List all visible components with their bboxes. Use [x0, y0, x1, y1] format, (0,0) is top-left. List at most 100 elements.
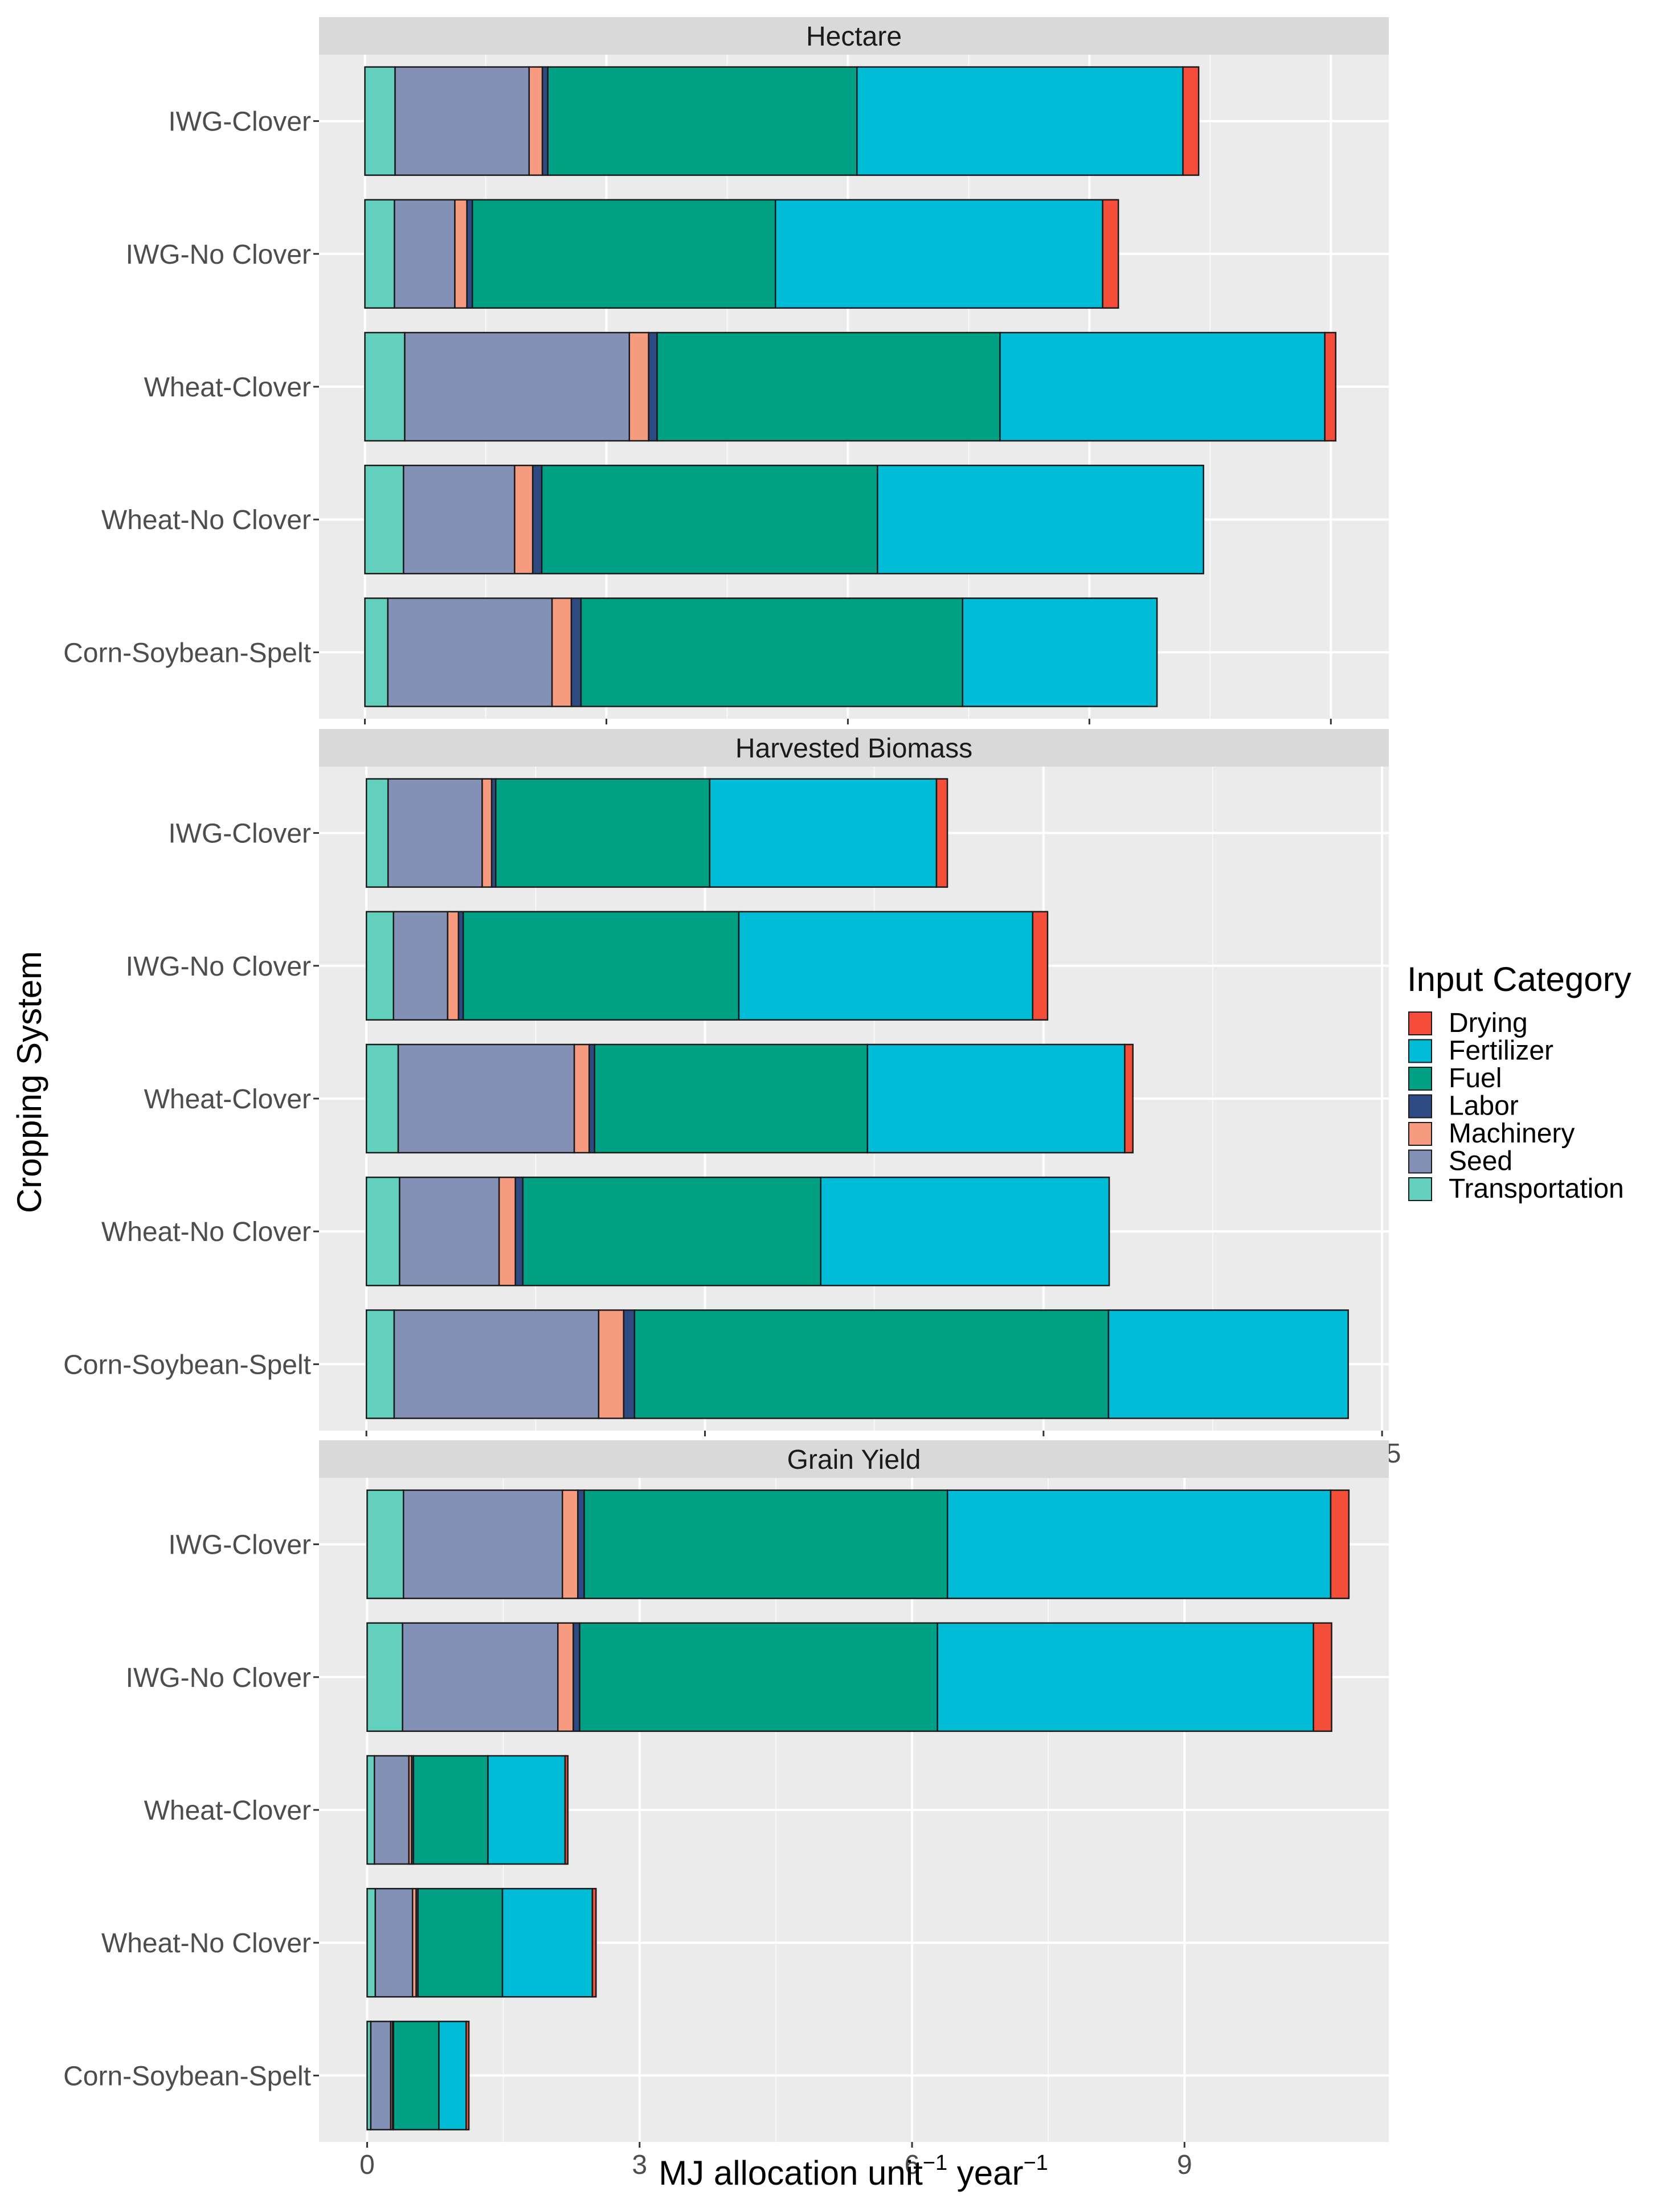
- panel-strip-grain-yield: [319, 1440, 1389, 1478]
- category-label-wheat-clover: Wheat-Clover: [144, 372, 311, 403]
- bar-segment-fertilizer-wheat-no-clover: [820, 1176, 1110, 1287]
- bar-segment-fuel-wheat-clover: [594, 1043, 869, 1154]
- bar-segment-fertilizer-iwg-no-clover: [774, 199, 1103, 309]
- bar-segment-labor-iwg-clover: [541, 66, 549, 176]
- legend-items: DryingFertilizerFuelLaborMachinerySeedTr…: [1408, 1008, 1624, 1204]
- bar-segment-fertilizer-wheat-clover: [999, 331, 1326, 442]
- category-label-iwg-no-clover: IWG-No Clover: [126, 952, 311, 982]
- legend-label-labor: Labor: [1449, 1091, 1519, 1121]
- bar-segment-seed-iwg-no-clover: [402, 1622, 559, 1732]
- bar-segment-labor-wheat-no-clover: [514, 1176, 524, 1287]
- x-axis-title: MJ allocation unit−1 year−1: [659, 2151, 1048, 2192]
- bar-segment-seed-corn-soybean-spelt: [393, 1309, 600, 1419]
- panel-title-grain-yield: Grain Yield: [787, 1445, 921, 1475]
- legend-title: Input Category: [1407, 960, 1632, 998]
- bar-segment-transportation-iwg-clover: [365, 778, 389, 888]
- bar-segment-seed-corn-soybean-spelt: [370, 2021, 392, 2131]
- panel-strip-harvested-biomass: [319, 729, 1389, 767]
- bar-segment-drying-wheat-no-clover: [591, 1887, 597, 1998]
- x-tick-label: 6: [905, 2150, 920, 2180]
- legend-key-drying: [1408, 1011, 1432, 1035]
- bar-segment-fuel-wheat-clover: [656, 331, 1001, 442]
- bar-segment-fuel-corn-soybean-spelt: [633, 1309, 1110, 1419]
- x-tick-label: 0: [359, 2150, 375, 2180]
- bar-segment-fuel-wheat-no-clover: [541, 464, 878, 575]
- bar-segment-fuel-iwg-clover: [547, 66, 858, 176]
- bar-segment-drying-iwg-no-clover: [1032, 911, 1049, 1021]
- bar-segment-fertilizer-iwg-no-clover: [738, 911, 1034, 1021]
- bar-segment-machinery-wheat-clover: [628, 331, 649, 442]
- bar-segment-drying-wheat-clover: [1124, 1043, 1134, 1154]
- bar-segment-seed-iwg-no-clover: [392, 911, 449, 1021]
- category-label-wheat-no-clover: Wheat-No Clover: [101, 1217, 311, 1247]
- bar-segment-labor-wheat-clover: [588, 1043, 596, 1154]
- bar-segment-transportation-wheat-clover: [364, 331, 406, 442]
- category-label-wheat-clover: Wheat-Clover: [144, 1796, 311, 1826]
- panel-title-hectare: Hectare: [806, 22, 902, 52]
- bar-segment-transportation-wheat-no-clover: [365, 1176, 400, 1287]
- legend-key-labor: [1408, 1094, 1432, 1119]
- bar-segment-fertilizer-corn-soybean-spelt: [438, 2021, 467, 2131]
- bar-segment-transportation-corn-soybean-spelt: [365, 1309, 395, 1419]
- bar-segment-fertilizer-corn-soybean-spelt: [1107, 1309, 1349, 1419]
- bar-segment-transportation-wheat-clover: [365, 1043, 399, 1154]
- category-label-corn-soybean-spelt: Corn-Soybean-Spelt: [63, 2061, 311, 2091]
- bar-segment-drying-iwg-no-clover: [1312, 1622, 1332, 1732]
- bar-segment-seed-wheat-no-clover: [374, 1887, 414, 1998]
- bar-segment-fuel-corn-soybean-spelt: [392, 2021, 440, 2131]
- bar-segment-fuel-iwg-clover: [494, 778, 711, 888]
- bar-segment-fuel-iwg-no-clover: [579, 1622, 938, 1732]
- bar-segment-fuel-iwg-no-clover: [462, 911, 740, 1021]
- bar-segment-fertilizer-corn-soybean-spelt: [962, 597, 1158, 707]
- bar-segment-machinery-iwg-clover: [528, 66, 543, 176]
- category-label-corn-soybean-spelt: Corn-Soybean-Spelt: [63, 1350, 311, 1380]
- bar-segment-seed-wheat-clover: [397, 1043, 575, 1154]
- bar-segment-fuel-wheat-no-clover: [522, 1176, 822, 1287]
- bar-segment-drying-wheat-clover: [564, 1755, 569, 1865]
- bar-segment-machinery-wheat-no-clover: [498, 1176, 516, 1287]
- bar-segment-labor-iwg-no-clover: [466, 199, 473, 309]
- bar-segment-fertilizer-iwg-clover: [709, 778, 938, 888]
- bar-segment-transportation-iwg-no-clover: [365, 911, 394, 1021]
- category-label-iwg-clover: IWG-Clover: [168, 819, 311, 849]
- bar-segment-machinery-corn-soybean-spelt: [551, 597, 573, 707]
- bar-segment-seed-corn-soybean-spelt: [387, 597, 553, 707]
- bar-segment-seed-iwg-clover: [387, 778, 483, 888]
- bar-segment-labor-iwg-clover: [577, 1489, 585, 1599]
- bar-segment-transportation-corn-soybean-spelt: [364, 597, 389, 707]
- bar-segment-machinery-wheat-clover: [573, 1043, 590, 1154]
- legend-key-transportation: [1408, 1177, 1432, 1201]
- category-label-corn-soybean-spelt: Corn-Soybean-Spelt: [63, 638, 311, 668]
- legend-key-machinery: [1408, 1122, 1432, 1146]
- bar-segment-fertilizer-wheat-no-clover: [877, 464, 1204, 575]
- bar-segment-fuel-wheat-no-clover: [417, 1887, 504, 1998]
- legend-label-seed: Seed: [1449, 1146, 1512, 1177]
- panel-title-harvested-biomass: Harvested Biomass: [735, 734, 972, 764]
- x-tick-label: 3: [632, 2150, 647, 2180]
- bar-segment-fertilizer-iwg-clover: [856, 66, 1184, 176]
- bar-segment-fuel-wheat-clover: [412, 1755, 489, 1865]
- x-axis-title-sup2: −1: [1023, 2151, 1048, 2175]
- bar-segment-labor-corn-soybean-spelt: [623, 1309, 636, 1419]
- bar-segment-fertilizer-iwg-no-clover: [937, 1622, 1314, 1732]
- bar-segment-machinery-iwg-no-clover: [454, 199, 468, 309]
- legend-key-seed: [1408, 1149, 1432, 1174]
- bar-segment-seed-wheat-clover: [373, 1755, 410, 1865]
- bar-segment-fertilizer-wheat-no-clover: [501, 1887, 594, 1998]
- category-label-wheat-no-clover: Wheat-No Clover: [101, 505, 311, 535]
- bar-segment-machinery-wheat-no-clover: [514, 464, 534, 575]
- bar-segment-transportation-iwg-clover: [364, 66, 396, 176]
- bar-segment-seed-wheat-no-clover: [403, 464, 516, 575]
- legend-label-fuel: Fuel: [1449, 1063, 1502, 1093]
- bar-segment-seed-wheat-no-clover: [399, 1176, 500, 1287]
- bar-segment-labor-wheat-clover: [648, 331, 658, 442]
- panel-harvested-biomass: Harvested Biomass IWG-Clover IWG-No Clover…: [63, 729, 1401, 1469]
- category-label-wheat-no-clover: Wheat-No Clover: [101, 1928, 311, 1959]
- legend-key-fuel: [1408, 1067, 1432, 1091]
- bar-segment-transportation-wheat-no-clover: [366, 1887, 377, 1998]
- panel-strip-hectare: [319, 17, 1389, 55]
- bar-segment-machinery-iwg-clover: [562, 1489, 579, 1599]
- category-label-wheat-clover: Wheat-Clover: [144, 1084, 311, 1115]
- category-label-iwg-clover: IWG-Clover: [168, 107, 311, 137]
- x-axis-title-year: year: [947, 2154, 1023, 2192]
